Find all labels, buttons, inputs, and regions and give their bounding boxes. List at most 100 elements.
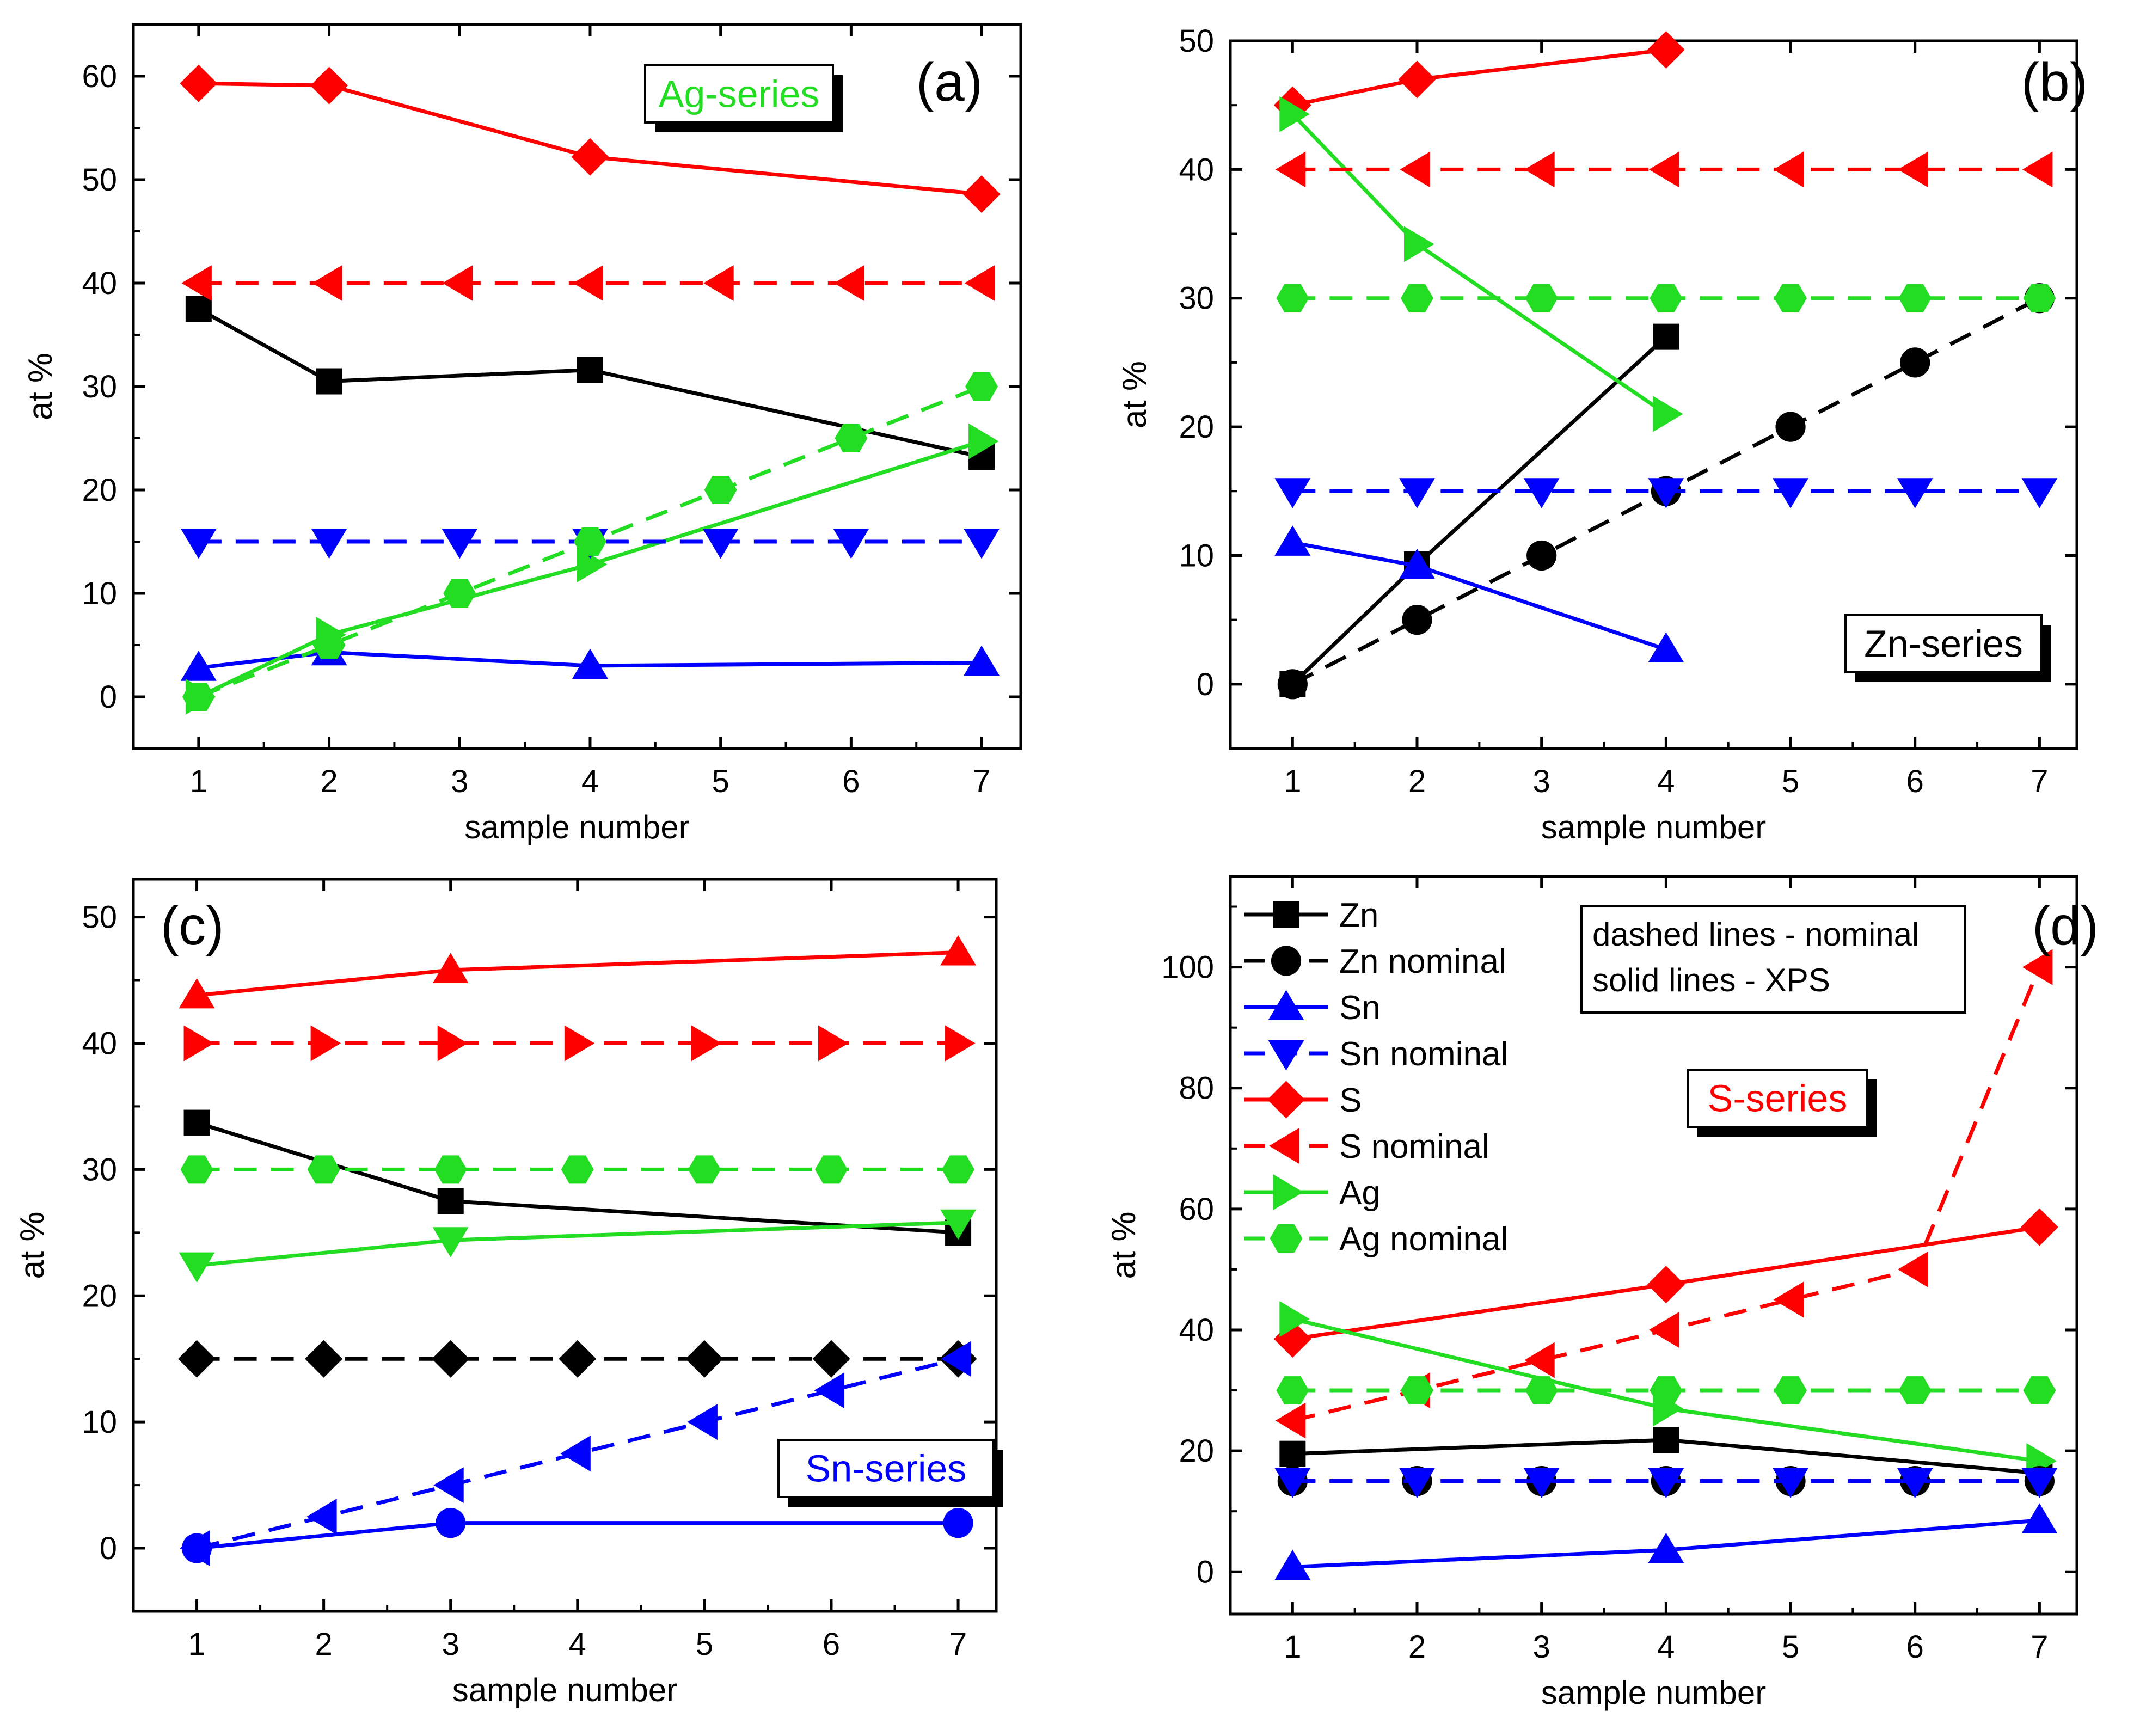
panel-a-xtick-label: 5 xyxy=(712,764,729,799)
panel-d-ytick-label: 60 xyxy=(1179,1192,1214,1227)
data-point xyxy=(942,1155,975,1184)
panel-b-series-s-nominal xyxy=(1275,151,2053,188)
data-point xyxy=(1773,151,1804,188)
data-point xyxy=(1773,1281,1804,1318)
data-point xyxy=(835,424,868,452)
data-point xyxy=(183,1109,210,1136)
data-point xyxy=(1401,284,1434,312)
panel-b-ylabel: at % xyxy=(1116,361,1154,428)
data-point xyxy=(1524,1342,1555,1378)
data-point xyxy=(1275,1402,1306,1439)
panel-c: 1 2 3 4 5 6 7 0 10 20 30 40 50 sample number at % Sn-se… xyxy=(14,878,1003,1708)
data-point xyxy=(1773,478,1809,508)
panel-a-series-s xyxy=(180,64,1001,213)
panel-d-ytick-label: 20 xyxy=(1179,1433,1214,1469)
data-point xyxy=(573,265,603,301)
panel-d-xtick-label: 7 xyxy=(2031,1629,2048,1665)
panel-a-ytick-label: 10 xyxy=(82,576,117,611)
data-point xyxy=(1653,323,1679,350)
data-point xyxy=(432,953,469,983)
panel-b-ytick-label: 0 xyxy=(1197,667,1214,702)
data-point xyxy=(1648,1311,1679,1348)
data-point xyxy=(1526,540,1557,571)
panel-d-series-sn xyxy=(1274,1503,2058,1580)
data-point xyxy=(1274,1549,1311,1580)
panel-b-xtick-label: 2 xyxy=(1408,764,1426,799)
data-point xyxy=(1401,1376,1434,1405)
legend-label: Sn nominal xyxy=(1339,1035,1508,1073)
panel-b-series-box-label: Zn-series xyxy=(1864,623,2023,665)
data-point xyxy=(814,1372,844,1409)
data-point xyxy=(1276,284,1309,312)
panel-b-series-ag xyxy=(1279,96,1683,432)
data-point xyxy=(2021,1468,2058,1499)
panel-a-tag: (a) xyxy=(916,52,983,113)
data-point xyxy=(305,1340,343,1378)
data-point xyxy=(1404,226,1434,262)
panel-a-series-box-label: Ag-series xyxy=(659,73,820,115)
panel-c-xlabel: sample number xyxy=(452,1672,678,1708)
data-point xyxy=(965,372,998,401)
panel-c-tag: (c) xyxy=(161,895,224,956)
data-point xyxy=(691,1025,722,1062)
data-point xyxy=(1647,31,1685,69)
panel-c-series-ag-nominal xyxy=(180,1155,975,1184)
panel-b-xtick-label: 3 xyxy=(1533,764,1550,799)
data-point xyxy=(1898,151,1928,188)
data-point xyxy=(943,1508,973,1538)
legend-marker xyxy=(1268,990,1304,1020)
data-point xyxy=(182,683,215,711)
panel-b-ytick-label: 20 xyxy=(1179,409,1214,445)
panel-d-series-sn-nominal xyxy=(1274,1468,2058,1499)
panel-d-ylabel: at % xyxy=(1105,1211,1143,1279)
data-point xyxy=(702,529,739,559)
panel-b-xtick-label: 6 xyxy=(1906,764,1924,799)
panel-b-xtick-label: 5 xyxy=(1782,764,1799,799)
panel-a-ytick-label: 0 xyxy=(100,679,117,715)
legend-marker xyxy=(1273,901,1299,928)
data-point xyxy=(437,1025,468,1062)
panel-c-series-s xyxy=(179,935,977,1009)
panel-c-xtick-label: 4 xyxy=(569,1627,586,1662)
panel-b-xtick-label: 1 xyxy=(1284,764,1301,799)
data-point xyxy=(1274,478,1311,508)
panel-a-ytick-label: 50 xyxy=(82,162,117,198)
data-point xyxy=(178,1340,216,1378)
data-point xyxy=(2021,478,2058,508)
panel-b: 1 2 3 4 5 6 7 0 10 20 30 40 50 sample number at % Zn-se… xyxy=(1116,23,2088,845)
data-point xyxy=(572,648,608,679)
legend-label: Ag nominal xyxy=(1339,1220,1508,1258)
data-point xyxy=(1279,96,1310,132)
data-point xyxy=(1524,151,1555,188)
data-point xyxy=(968,423,999,459)
panel-a-xtick-label: 2 xyxy=(320,764,338,799)
data-point xyxy=(180,529,217,559)
data-point xyxy=(310,66,348,105)
data-point xyxy=(1276,1376,1309,1405)
legend-marker xyxy=(1273,1174,1303,1210)
data-point xyxy=(310,1025,341,1062)
data-point xyxy=(312,265,342,301)
data-point xyxy=(1400,151,1431,188)
data-point xyxy=(1399,478,1436,508)
panel-d-xlabel: sample number xyxy=(1541,1674,1767,1711)
legend-marker xyxy=(1269,1128,1299,1164)
data-point xyxy=(306,1499,337,1535)
data-point xyxy=(2022,151,2053,188)
data-point xyxy=(436,1508,466,1538)
data-point xyxy=(941,1341,972,1377)
data-point xyxy=(685,1340,723,1378)
legend-marker xyxy=(1267,1081,1305,1119)
panel-a-xtick-label: 1 xyxy=(190,764,207,799)
data-point xyxy=(2023,1376,2056,1405)
data-point xyxy=(311,529,347,559)
data-point xyxy=(559,1340,597,1378)
panel-a-ylabel: at % xyxy=(22,353,59,420)
data-point xyxy=(1648,151,1679,188)
panel-b-xtick-label: 7 xyxy=(2031,764,2048,799)
data-point xyxy=(571,138,609,176)
data-point xyxy=(1274,525,1311,556)
panel-b-series-ag-nominal xyxy=(1276,284,2056,312)
data-point xyxy=(564,1025,595,1062)
panel-d-ytick-label: 40 xyxy=(1179,1312,1214,1348)
